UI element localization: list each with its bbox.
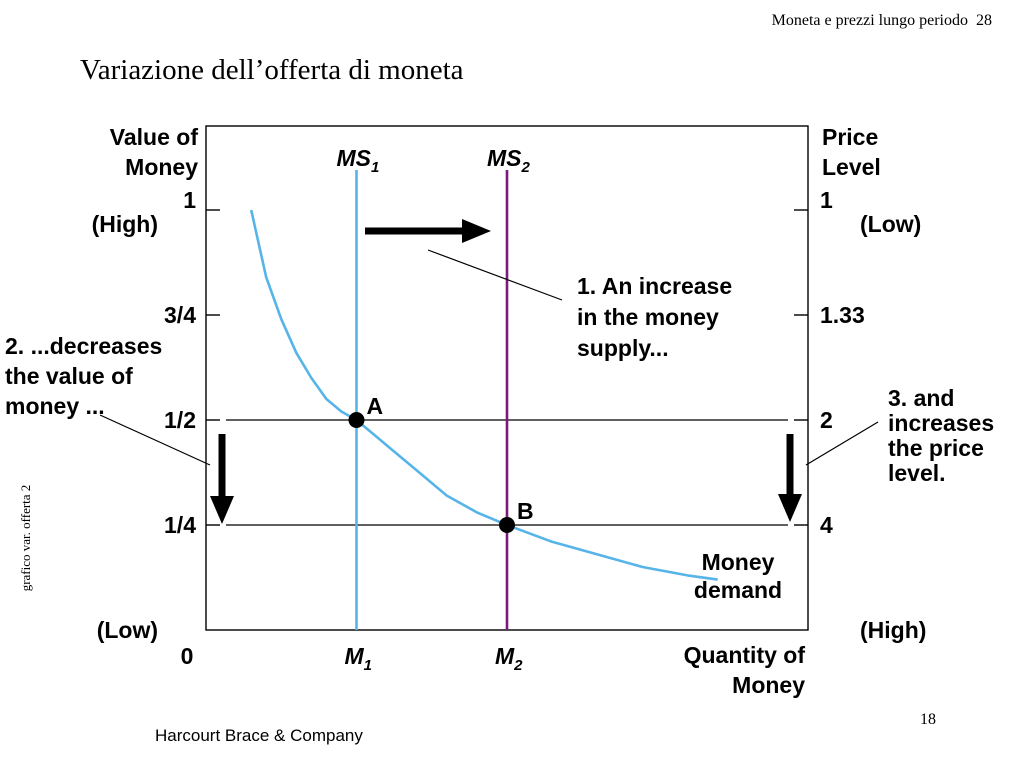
annotation-increase-supply: 1. An increase in the money supply... xyxy=(577,273,739,361)
equilibrium-point-a xyxy=(348,412,365,428)
right-tick-label-3: 2 xyxy=(820,407,833,433)
right-tick-label-4: 4 xyxy=(820,512,833,538)
right-tick-label-2: 1.33 xyxy=(820,302,865,328)
right-tick-label-1: 1 xyxy=(820,187,833,213)
money-demand-curve xyxy=(249,209,718,581)
footer-publisher: Harcourt Brace & Company xyxy=(155,726,363,745)
origin-label: 0 xyxy=(181,643,194,669)
left-axis-high-label: (High) xyxy=(92,211,158,237)
annotation-1-leader-line xyxy=(427,249,563,301)
money-demand-label-line-2: demand xyxy=(694,577,782,603)
money-supply-label-1: MS1 xyxy=(337,145,380,176)
left-axis-low-label: (Low) xyxy=(97,617,158,643)
right-axis-label-line-1: Price xyxy=(822,124,878,150)
x-tick-label-1: M1 xyxy=(345,643,373,674)
left-axis-ticks: 1 3/4 1/2 1/4 xyxy=(164,187,220,538)
x-axis-label-line-2: Money xyxy=(732,672,805,698)
right-down-arrow xyxy=(778,434,802,522)
annotation-2-leader-line xyxy=(99,414,211,466)
left-tick-label-3: 1/2 xyxy=(164,407,196,433)
money-demand-curve-group xyxy=(249,209,718,581)
right-axis-low-label: (Low) xyxy=(860,211,921,237)
right-axis-label-line-2: Level xyxy=(822,154,881,180)
slide-title: Variazione dell’offerta di moneta xyxy=(80,54,464,86)
equilibrium-point-b xyxy=(499,517,515,533)
right-axis-high-label: (High) xyxy=(860,617,926,643)
left-axis-label-line-2: Money xyxy=(125,154,198,180)
left-tick-label-2: 3/4 xyxy=(164,302,196,328)
left-down-arrow xyxy=(210,434,234,524)
left-tick-label-4: 1/4 xyxy=(164,512,196,538)
left-tick-label-1: 1 xyxy=(183,187,196,213)
annotation-3-leader-line xyxy=(805,421,879,466)
x-axis-label-line-1: Quantity of xyxy=(684,642,806,668)
annotation-decreases-value: 2. ...decreases the value of money ... xyxy=(5,333,169,419)
money-supply-lines: MS1 MS2 xyxy=(337,145,531,630)
equilibrium-points: AB xyxy=(348,393,534,533)
equilibrium-label-b: B xyxy=(517,498,534,524)
x-axis-ticks: M1 M2 xyxy=(345,643,524,674)
money-supply-label-2: MS2 xyxy=(487,145,531,176)
right-axis-ticks: 1 1.33 2 4 xyxy=(794,187,865,538)
money-demand-label-line-1: Money xyxy=(702,549,775,575)
footer-page-number: 18 xyxy=(920,711,936,728)
running-header: Moneta e prezzi lungo periodo 28 xyxy=(772,12,992,29)
side-label: grafico var. offerta 2 xyxy=(18,485,33,592)
equilibrium-label-a: A xyxy=(367,393,384,419)
annotation-increases-price: 3. and increases the price level. xyxy=(888,385,1001,486)
left-axis-label-line-1: Value of xyxy=(110,124,199,150)
right-shift-arrow xyxy=(365,219,491,243)
x-tick-label-2: M2 xyxy=(495,643,523,674)
